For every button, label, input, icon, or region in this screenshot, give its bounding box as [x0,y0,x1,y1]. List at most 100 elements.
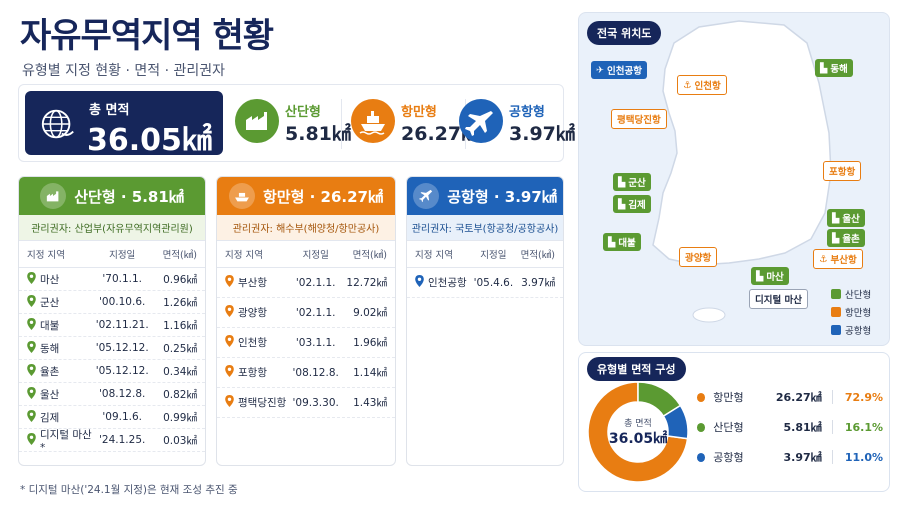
card-airport-rows: 인천공항 '05.4.6. 3.97㎢ [407,268,563,298]
legend-percent: 11.0% [844,450,883,464]
area-value: 0.25㎢ [163,342,197,355]
designation-date: '09.1.6. [102,411,142,423]
pin-icon [27,409,36,425]
donut-title: 유형별 면적 구성 [587,357,686,381]
stat-port-label: 항만형 [401,105,437,120]
table-row: 디지털 마산* '24.1.25. 0.03㎢ [19,429,205,454]
stat-industrial-value: 5.81㎢ [285,123,351,145]
map-label-incheon-airport: ✈ 인천공항 [591,61,647,79]
area-value: 0.99㎢ [163,411,197,424]
pin-icon [225,305,234,320]
total-area-value: 36.05㎢ [87,123,212,158]
factory-icon: ▙ [832,212,840,224]
area-value: 9.02㎢ [353,307,387,319]
legend-area: 5.81㎢ [783,421,822,434]
table-header: 지정 지역 지정일 면적(㎢) [19,241,205,268]
table-row: 인천공항 '05.4.6. 3.97㎢ [407,268,563,298]
region-name: 부산항 [225,275,290,290]
pin-icon [27,317,36,333]
map-label-gimje: ▙ 김제 [613,195,651,213]
map-label-donghae: ▙ 동해 [815,59,853,77]
pin-icon [27,363,36,379]
legend-name: 산단형 [713,421,744,434]
legend-name: 공항형 [713,451,744,464]
stat-airport-label: 공항형 [509,105,545,120]
legend-percent: 72.9% [844,390,883,404]
globe-icon [41,109,74,139]
footnote: * 디지털 마산('24.1월 지정)은 현재 조성 추진 중 [20,484,238,496]
table-row: 마산 '70.1.1. 0.96㎢ [19,268,205,291]
map-label-pyeongtaek: 평택당진항 [611,109,667,129]
map-label-yulchon: ▙ 율촌 [827,229,865,247]
map-label-ulsan: ▙ 울산 [827,209,865,227]
designation-date: '70.1.1. [102,273,142,285]
pin-icon [415,275,424,290]
pin-icon [27,386,36,402]
factory-icon [40,183,67,209]
card-industrial-header: 산단형 · 5.81㎢ [19,177,205,215]
donut-slice-0 [587,381,689,483]
stat-industrial: 산단형 5.81㎢ [235,95,351,153]
card-port-manager: 관리권자: 해수부(해양청/항만공사) [217,215,395,241]
legend-area: 3.97㎢ [783,451,822,464]
anchor-icon: ⚓ [819,253,828,265]
map-panel: 전국 위치도 ✈ 인천공항 ⚓ 인천항 ▙ 동해 평택당진항 포항항 ▙ 군산 ▙ 김제 … [578,12,890,346]
designation-date: '08.12.8. [292,366,339,379]
region-name: 마산 [27,271,95,287]
region-name: 동해 [27,340,95,356]
total-area-box: 총 면적 36.05㎢ [25,91,223,158]
table-row: 평택당진항 '09.3.30. 1.43㎢ [217,388,395,418]
stat-airport: 공항형 3.97㎢ [459,95,575,153]
donut-panel: 유형별 면적 구성 총 면적 36.05㎢ 항만형 26.27㎢ 72.9% 산단형 5… [578,352,890,492]
area-value: 12.72㎢ [346,277,387,289]
table-row: 김제 '09.1.6. 0.99㎢ [19,406,205,429]
factory-icon: ▙ [756,270,764,282]
map-label-gwangyang: 광양항 [679,247,718,267]
map-label-daebul: ▙ 대불 [603,233,641,251]
area-value: 0.34㎢ [163,365,197,378]
region-name: 광양항 [225,305,290,320]
area-value: 0.03㎢ [163,434,197,447]
card-industrial: 산단형 · 5.81㎢ 관리권자: 산업부(자유무역지역관리원) 지정 지역 지… [18,176,206,466]
factory-icon: ▙ [618,176,626,188]
table-row: 울산 '08.12.8. 0.82㎢ [19,383,205,406]
ship-icon [351,99,395,143]
factory-icon: ▙ [618,198,626,210]
table-row: 부산항 '02.1.1. 12.72㎢ [217,268,395,298]
card-industrial-rows: 마산 '70.1.1. 0.96㎢ 군산 '00.10.6. 1.26㎢ 대불 '02.11.… [19,268,205,454]
table-row: 광양항 '02.1.1. 9.02㎢ [217,298,395,328]
region-name: 포항항 [225,365,290,380]
region-name: 평택당진항 [225,395,290,410]
table-row: 동해 '05.12.12. 0.25㎢ [19,337,205,360]
designation-date: '05.4.6. [473,276,514,289]
region-name: 울산 [27,386,95,402]
donut-center-value: 36.05㎢ [608,431,668,447]
area-value: 0.96㎢ [163,273,197,286]
region-name: 인천공항 [415,275,471,290]
table-header: 지정 지역 지정일 면적(㎢) [407,241,563,268]
legend-area: 26.27㎢ [775,391,822,404]
area-value: 1.43㎢ [353,397,387,409]
page-title: 자유무역지역 현황 [20,16,274,56]
airplane-icon [413,183,440,209]
airplane-icon: ✈ [596,64,604,76]
legend-industrial: 산단형 [831,287,883,301]
designation-date: '02.11.21. [95,319,149,331]
table-row: 인천항 '03.1.1. 1.96㎢ [217,328,395,358]
legend-name: 항만형 [713,391,744,404]
stat-industrial-label: 산단형 [285,105,321,120]
table-header: 지정 지역 지정일 면적(㎢) [217,241,395,268]
card-industrial-title: 산단형 · 5.81㎢ [74,187,184,206]
pin-icon [27,294,36,310]
factory-icon: ▙ [820,62,828,74]
pin-icon [225,395,234,410]
card-airport-title: 공항형 · 3.97㎢ [447,187,557,206]
card-airport-manager: 관리권자: 국토부(항공청/공항공사) [407,215,563,241]
designation-date: '09.3.30. [292,396,339,409]
region-name: 율촌 [27,363,95,379]
designation-date: '05.12.12. [95,342,149,354]
total-area-label: 총 면적 [89,103,130,118]
pin-icon [225,335,234,350]
ship-icon [229,183,255,209]
pin-icon [225,365,234,380]
